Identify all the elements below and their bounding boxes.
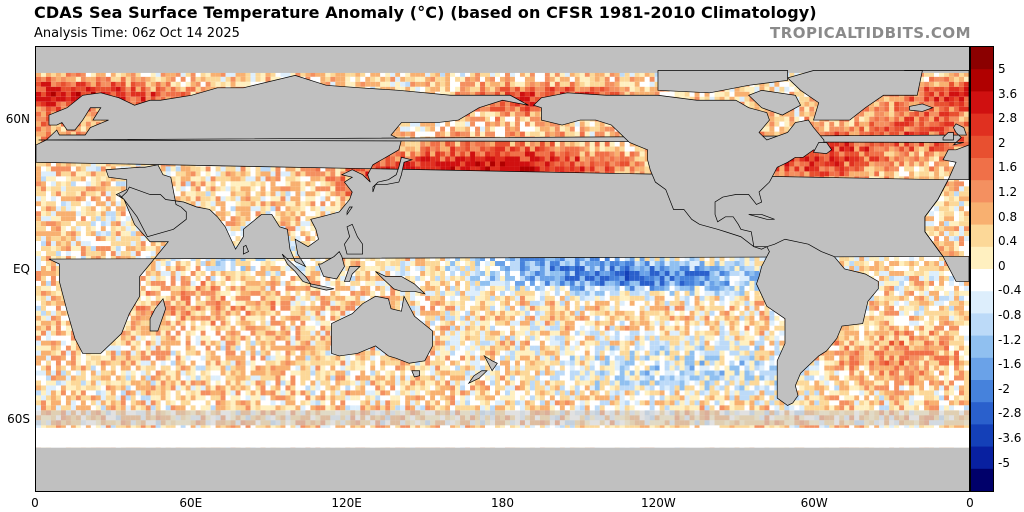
land-nz-north [483, 354, 498, 372]
colorbar-band [971, 424, 993, 448]
land-ireland [942, 132, 954, 141]
land-sumatra [281, 253, 312, 285]
land-philippines [344, 223, 363, 255]
land-borneo [317, 251, 345, 280]
colorbar-band [971, 380, 993, 403]
colorbar-label: 5 [998, 62, 1006, 76]
colorbar-label: 1.6 [998, 160, 1018, 175]
colorbar-band [971, 180, 993, 203]
colorbar-band [971, 335, 993, 359]
colorbar-label: 1.2 [998, 185, 1018, 199]
land-nz-south [467, 370, 488, 385]
colorbar-label: 0.4 [998, 234, 1018, 249]
sst-anomaly-map [35, 46, 970, 492]
colorbar-band [971, 269, 993, 292]
lon-label: 60W [800, 496, 828, 510]
land-newfoundland [812, 142, 833, 154]
colorbar-label: -0.4 [998, 283, 1022, 298]
colorbar-band [971, 313, 993, 337]
land-americas [532, 92, 879, 406]
land-west-africa-wrap [904, 70, 969, 282]
colorbar-label: 2 [998, 135, 1006, 150]
lon-label: 180 [491, 496, 514, 510]
lon-label: 0 [966, 496, 974, 510]
southern-ice-edge [36, 410, 969, 426]
colorbar-label: 0 [998, 258, 1006, 273]
colorbar-label: -3.6 [998, 431, 1022, 445]
colorbar-label: 3.6 [998, 86, 1018, 101]
land-baffin [748, 89, 802, 116]
colorbar-band [971, 69, 993, 92]
map-title: CDAS Sea Surface Temperature Anomaly (°C… [34, 3, 817, 22]
colorbar-band [971, 158, 993, 181]
colorbar-label: -0.8 [998, 308, 1022, 322]
colorbar-band [971, 113, 993, 137]
site-brand: TROPICALTIDBITS.COM [770, 24, 971, 42]
colorbar-label: -2 [998, 381, 1010, 396]
colorbar-band [971, 291, 993, 314]
land-australia [331, 295, 433, 364]
land-tasmania [411, 370, 420, 378]
colorbar-band [971, 246, 993, 270]
colorbar-band [971, 446, 993, 470]
arctic-ice [36, 47, 969, 73]
colorbar-band [971, 47, 993, 70]
antarctic-sea-ice [36, 427, 969, 448]
lat-label: 60S [7, 411, 30, 426]
land-iceland [909, 103, 934, 112]
land-taiwan [346, 206, 353, 216]
colorbar-label: -1.6 [998, 357, 1022, 372]
land-sri-lanka [243, 244, 249, 255]
analysis-time: Analysis Time: 06z Oct 14 2025 [34, 26, 240, 41]
land-eurasia-africa [36, 75, 949, 354]
lon-label: 60E [179, 496, 203, 510]
land-cuba [748, 214, 775, 220]
land-japan [372, 156, 414, 193]
land-sulawesi [343, 266, 361, 282]
lat-label: EQ [12, 262, 30, 276]
colorbar-band [971, 468, 993, 491]
landmasses [36, 70, 969, 406]
lon-label: 0 [31, 496, 39, 510]
land-arctic-islands [657, 70, 788, 94]
colorbar-band [971, 402, 993, 425]
colorbar-label: 0.8 [998, 209, 1018, 224]
colorbar-band [971, 135, 993, 159]
colorbar-label: 2.8 [998, 111, 1018, 126]
colorbar-label: -1.2 [998, 332, 1022, 347]
colorbar-band [971, 202, 993, 226]
colorbar [970, 46, 994, 492]
colorbar-band [971, 357, 993, 381]
land-java [310, 283, 335, 291]
antarctica [36, 447, 969, 491]
land-madagascar [149, 297, 166, 332]
lon-label: 120E [331, 496, 362, 510]
colorbar-band [971, 91, 993, 115]
colorbar-band [971, 224, 993, 248]
lon-label: 120W [640, 496, 676, 510]
lat-label: 60N [5, 112, 30, 127]
colorbar-label: -5 [998, 455, 1010, 470]
land-new-guinea [375, 271, 426, 295]
colorbar-label: -2.8 [998, 406, 1022, 421]
